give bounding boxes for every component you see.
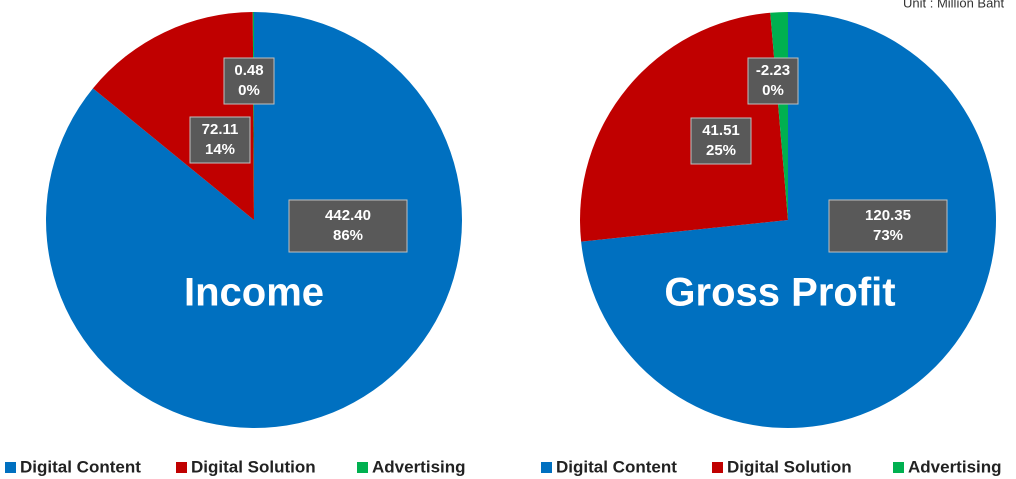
pie-title: Gross Profit: [664, 271, 895, 315]
legend-label: Digital Solution: [191, 457, 316, 476]
label-box: [828, 199, 948, 253]
pie-slice: [92, 12, 254, 220]
value-label: 0.48: [234, 62, 263, 79]
value-label: 72.11: [202, 121, 239, 138]
value-label: -2.23: [756, 62, 790, 79]
pie-slice: [580, 12, 788, 242]
pie-slice: [581, 12, 997, 428]
value-label: 41.51: [702, 122, 740, 139]
legend-label: Advertising: [372, 457, 466, 476]
legend-label: Advertising: [908, 457, 1002, 476]
legend-swatch: [357, 462, 368, 473]
label-box: [690, 117, 752, 165]
pie-title: Income: [184, 271, 324, 315]
percent-label: 0%: [762, 82, 784, 99]
legend-swatch: [541, 462, 552, 473]
legend-swatch: [712, 462, 723, 473]
percent-label: 14%: [205, 141, 235, 158]
legend-label: Digital Content: [556, 457, 677, 476]
value-label: 120.35: [865, 207, 911, 224]
label-box: [288, 199, 408, 253]
legend-label: Digital Solution: [727, 457, 852, 476]
label-box: [747, 57, 799, 105]
value-label: 442.40: [325, 207, 371, 224]
label-box: [223, 57, 275, 105]
percent-label: 25%: [706, 142, 736, 159]
percent-label: 0%: [238, 82, 260, 99]
percent-label: 86%: [333, 227, 363, 244]
legend-swatch: [176, 462, 187, 473]
unit-note: Unit : Million Baht: [903, 0, 1005, 10]
label-box: [189, 116, 251, 164]
legend-swatch: [5, 462, 16, 473]
legend-label: Digital Content: [20, 457, 141, 476]
legend-swatch: [893, 462, 904, 473]
percent-label: 73%: [873, 227, 903, 244]
